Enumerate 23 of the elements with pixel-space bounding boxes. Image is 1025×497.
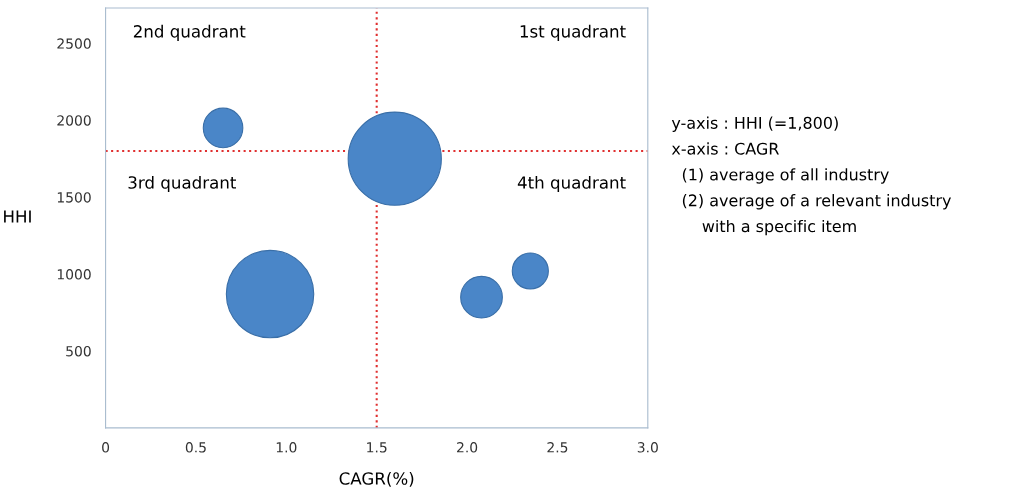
annotation: 4th quadrant	[517, 175, 626, 193]
x-axis-title: CAGR(%)	[339, 471, 414, 487]
x-tick-label: 3.0	[637, 442, 658, 453]
y-tick-label: 1500	[57, 192, 91, 203]
text: (2) average of a relevant industry	[682, 194, 951, 210]
x-tick-label: 0.5	[185, 442, 206, 453]
annotation: 3rd quadrant	[128, 175, 236, 193]
annotation: 2nd quadrant	[133, 24, 246, 41]
y-tick-label: 2000	[57, 115, 91, 126]
x-tick-label: 2.0	[457, 442, 478, 453]
x-tick-label: 2.5	[547, 442, 568, 453]
annotation: 1st quadrant	[520, 24, 626, 41]
text: y-axis : HHI (=1,800)	[671, 116, 838, 132]
y-tick-label: 500	[66, 345, 91, 357]
text: with a specific item	[702, 219, 856, 236]
x-tick-label: 1.5	[367, 442, 387, 453]
y-tick-label: 1000	[57, 269, 91, 280]
y-axis-title: HHI	[4, 210, 31, 223]
text: (1) average of all industry	[682, 168, 889, 184]
text: x-axis : CAGR	[671, 142, 779, 155]
y-tick-label: 2500	[57, 38, 91, 49]
x-tick-label: 0	[102, 442, 110, 453]
x-tick-label: 1.0	[276, 442, 297, 453]
